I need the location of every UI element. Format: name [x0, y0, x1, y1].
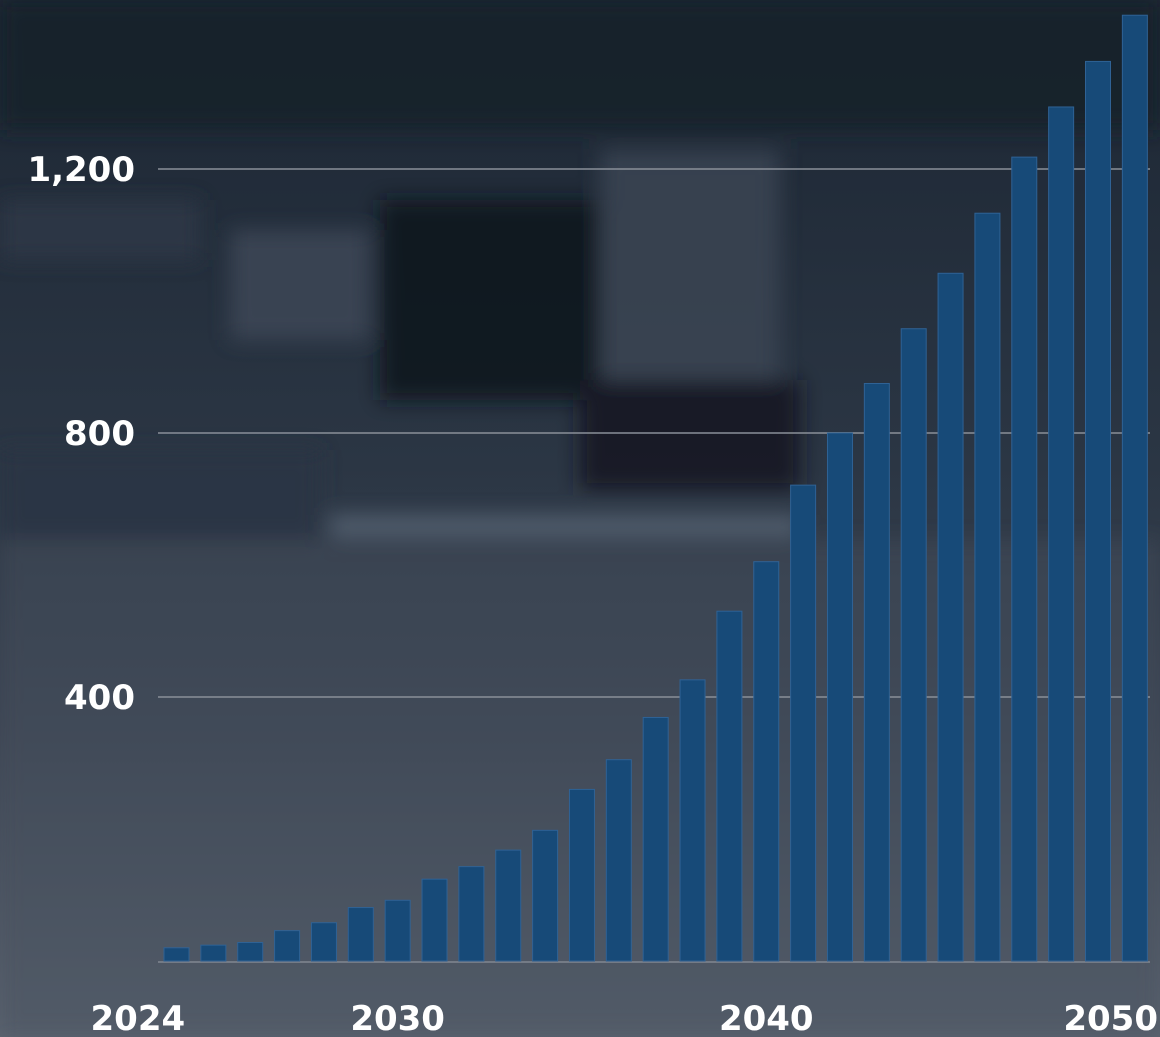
x-tick-label-2024: 2024 [91, 999, 186, 1037]
bar-2036 [605, 759, 632, 962]
bar-2041 [790, 484, 817, 962]
bar-2048 [1048, 106, 1075, 962]
bar-2038 [679, 679, 706, 962]
y-tick-label-1200: 1,200 [27, 150, 135, 190]
bar-2034 [532, 829, 559, 962]
y-axis-labels: 400 800 1,200 [27, 150, 135, 718]
x-tick-label-2050: 2050 [1063, 999, 1158, 1037]
bar-2031 [421, 878, 448, 962]
bar-2039 [716, 610, 743, 962]
bar-2028 [310, 922, 337, 962]
bar-2025 [200, 944, 227, 962]
bar-2026 [237, 942, 264, 962]
bar-2030 [384, 899, 411, 962]
bar-2037 [642, 716, 669, 962]
bar-2045 [937, 272, 964, 962]
bar-2050 [1121, 14, 1148, 962]
bar-2024 [163, 947, 190, 962]
bar-2043 [863, 383, 890, 962]
bar-2042 [826, 432, 853, 962]
bars [163, 14, 1148, 962]
bar-2027 [274, 930, 301, 962]
bar-2033 [495, 849, 522, 962]
y-tick-label-800: 800 [64, 414, 135, 454]
x-tick-label-2030: 2030 [350, 999, 445, 1037]
bar-2046 [974, 212, 1001, 962]
y-tick-label-400: 400 [64, 678, 135, 718]
bar-2032 [458, 866, 485, 962]
bar-2044 [900, 328, 927, 962]
x-axis-labels: 2024 2030 2040 2050 [91, 999, 1159, 1037]
bar-2029 [347, 907, 374, 962]
bar-2049 [1085, 60, 1111, 962]
bar-2035 [568, 788, 595, 962]
bar-2040 [753, 561, 780, 962]
x-tick-label-2040: 2040 [719, 999, 814, 1037]
bar-2047 [1011, 156, 1038, 962]
